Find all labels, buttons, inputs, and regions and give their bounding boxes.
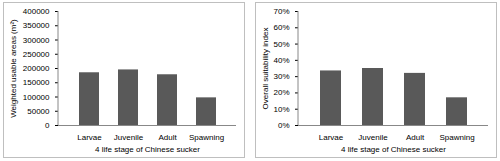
svg-text:Spawning: Spawning	[439, 133, 474, 142]
svg-text:10%: 10%	[273, 105, 289, 114]
svg-text:4 life stage of Chinese sucker: 4 life stage of Chinese sucker	[341, 145, 446, 154]
svg-text:60%: 60%	[273, 23, 289, 32]
svg-text:Larvae: Larvae	[319, 133, 344, 142]
svg-text:Weighted usable areas (m²): Weighted usable areas (m²)	[9, 19, 18, 118]
svg-text:20%: 20%	[273, 88, 289, 97]
svg-text:0: 0	[45, 121, 50, 130]
svg-text:350000: 350000	[23, 21, 50, 30]
svg-text:200000: 200000	[23, 64, 50, 73]
svg-text:0%: 0%	[278, 121, 290, 130]
svg-text:50000: 50000	[27, 107, 50, 116]
svg-text:Juvenile: Juvenile	[358, 133, 388, 142]
svg-text:50%: 50%	[273, 40, 289, 49]
svg-text:Juvenile: Juvenile	[114, 133, 144, 142]
svg-text:Larvae: Larvae	[77, 133, 102, 142]
svg-text:150000: 150000	[23, 78, 50, 87]
svg-text:Adult: Adult	[158, 133, 177, 142]
svg-text:250000: 250000	[23, 50, 50, 59]
svg-text:70%: 70%	[273, 7, 289, 16]
svg-text:Overall suitability index: Overall suitability index	[261, 28, 270, 110]
svg-text:100000: 100000	[23, 93, 50, 102]
svg-text:40%: 40%	[273, 56, 289, 65]
svg-text:300000: 300000	[23, 36, 50, 45]
svg-text:4 life stage of Chinese sucker: 4 life stage of Chinese sucker	[95, 145, 200, 154]
svg-text:Adult: Adult	[406, 133, 425, 142]
svg-text:400000: 400000	[23, 7, 50, 16]
svg-text:Spawning: Spawning	[189, 133, 224, 142]
svg-text:30%: 30%	[273, 72, 289, 81]
